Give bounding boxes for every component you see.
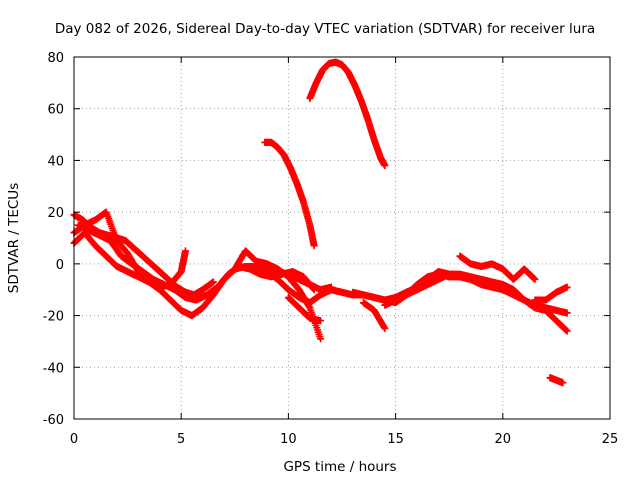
series-arc-4 xyxy=(74,221,318,304)
data-point-marker xyxy=(563,327,571,335)
data-point-marker xyxy=(381,325,389,332)
series-arc-15 xyxy=(531,283,571,304)
series-arc-12 xyxy=(359,299,389,332)
data-point-marker xyxy=(317,335,325,343)
data-point-marker xyxy=(563,309,571,317)
data-point-marker xyxy=(209,278,217,286)
y-tick-label: -40 xyxy=(43,361,64,376)
y-tick-label: 0 xyxy=(56,258,64,273)
data-point-marker xyxy=(531,275,539,283)
data-point-marker xyxy=(559,379,567,387)
x-tick-label: 15 xyxy=(387,432,404,447)
y-tick-label: 40 xyxy=(47,154,64,169)
x-tick-label: 0 xyxy=(70,432,78,447)
data-point-marker xyxy=(563,283,571,291)
series-arc-6 xyxy=(252,260,335,307)
data-point-marker xyxy=(181,247,189,255)
y-axis-title: SDTVAR / TECUs xyxy=(6,183,22,293)
data-point-marker xyxy=(310,242,318,250)
series-arc-7 xyxy=(284,293,325,325)
y-tick-label: 20 xyxy=(47,206,64,221)
x-tick-label: 20 xyxy=(495,432,512,447)
axis-ticks: 0 5 10 15 20 25 -60 -40 -20 0 20 40 60 80 xyxy=(43,51,619,447)
series-arc-16 xyxy=(546,374,567,387)
y-tick-label: -60 xyxy=(43,413,64,428)
y-tick-label: 80 xyxy=(47,51,64,66)
y-tick-label: -20 xyxy=(43,310,64,325)
series-arc-14 xyxy=(456,252,539,283)
data-point-marker xyxy=(317,317,325,325)
data-marks xyxy=(70,58,571,387)
data-point-marker xyxy=(310,286,318,294)
x-tick-label: 10 xyxy=(280,432,297,447)
data-point-marker xyxy=(381,162,389,170)
series-arc-3 xyxy=(70,229,189,291)
data-point-marker xyxy=(520,296,528,304)
x-tick-label: 5 xyxy=(177,432,185,447)
x-tick-label: 25 xyxy=(602,432,619,447)
series-arc-5 xyxy=(231,247,325,343)
plot-border xyxy=(73,56,611,420)
y-tick-label: 60 xyxy=(47,103,64,118)
series-arc-13 xyxy=(381,270,528,309)
series-arc-8 xyxy=(261,138,318,250)
x-axis-title: GPS time / hours xyxy=(283,459,396,475)
chart-title: Day 082 of 2026, Sidereal Day-to-day VTE… xyxy=(55,21,595,37)
grid xyxy=(74,57,610,419)
series-arc-9 xyxy=(306,58,389,170)
